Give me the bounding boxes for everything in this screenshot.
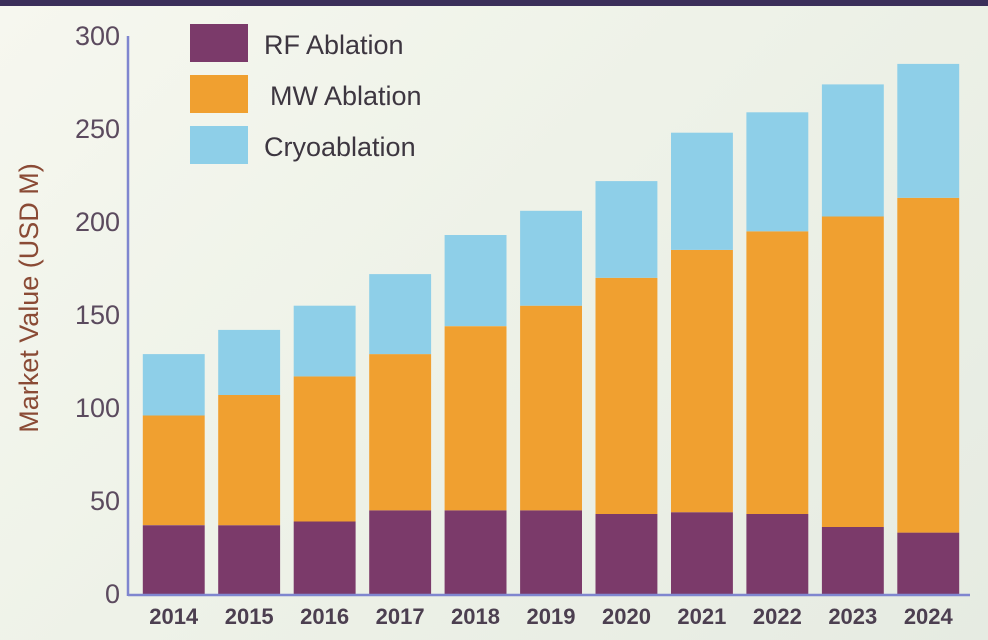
bar-mw-ablation-2014 xyxy=(142,415,205,526)
bar-mw-ablation-2017 xyxy=(369,354,432,511)
bar-mw-ablation-2015 xyxy=(218,395,281,526)
legend-label-cryoablation: Cryoablation xyxy=(264,132,416,162)
bar-cryoablation-2018 xyxy=(444,235,507,327)
bar-rf-ablation-2017 xyxy=(369,510,432,594)
bar-rf-ablation-2019 xyxy=(520,510,582,594)
bar-cryoablation-2023 xyxy=(821,84,884,217)
bar-rf-ablation-2020 xyxy=(595,514,658,594)
bar-rf-ablation-2015 xyxy=(218,525,281,594)
bar-cryoablation-2024 xyxy=(897,63,960,198)
bar-rf-ablation-2018 xyxy=(444,510,507,594)
bar-cryoablation-2017 xyxy=(369,274,432,355)
bar-cryoablation-2016 xyxy=(293,305,356,377)
bar-cryoablation-2022 xyxy=(746,112,809,232)
bar-mw-ablation-2023 xyxy=(821,216,884,527)
y-tick-label-250: 250 xyxy=(75,114,120,144)
legend-swatch-cryoablation xyxy=(190,126,248,164)
x-tick-label-2014: 2014 xyxy=(149,604,199,629)
x-tick-label-2021: 2021 xyxy=(677,604,726,629)
x-tick-label-2020: 2020 xyxy=(602,604,651,629)
y-tick-label-300: 300 xyxy=(75,21,120,51)
chart-screen: Market Value (USD M) 2014 2015 2016 2017 201… xyxy=(0,6,988,640)
y-tick-label-50: 50 xyxy=(90,486,120,516)
legend-label-rf-ablation: RF Ablation xyxy=(264,30,404,60)
legend-swatch-rf-ablation xyxy=(190,24,248,62)
bar-rf-ablation-2023 xyxy=(821,527,884,594)
bar-mw-ablation-2024 xyxy=(897,197,960,533)
bar-rf-ablation-2016 xyxy=(293,521,356,594)
bar-cryoablation-2019 xyxy=(520,210,582,306)
bar-cryoablation-2014 xyxy=(142,354,205,416)
y-tick-label-100: 100 xyxy=(75,393,120,423)
bar-mw-ablation-2022 xyxy=(746,231,809,515)
x-tick-label-2018: 2018 xyxy=(451,604,500,629)
bar-mw-ablation-2018 xyxy=(444,326,507,511)
legend-label-mw-ablation: MW Ablation xyxy=(270,81,422,111)
x-tick-label-2024: 2024 xyxy=(904,604,954,629)
x-tick-label-2017: 2017 xyxy=(376,604,425,629)
bar-rf-ablation-2024 xyxy=(897,532,960,594)
x-tick-label-2016: 2016 xyxy=(300,604,349,629)
y-tick-label-200: 200 xyxy=(75,207,120,237)
y-tick-label-0: 0 xyxy=(105,579,120,609)
bar-rf-ablation-2021 xyxy=(671,512,733,594)
x-tick-label-2015: 2015 xyxy=(225,604,274,629)
bar-mw-ablation-2019 xyxy=(520,305,582,511)
bar-rf-ablation-2014 xyxy=(142,525,205,594)
bar-rf-ablation-2022 xyxy=(746,514,809,594)
bar-cryoablation-2021 xyxy=(671,132,733,250)
y-axis-label: Market Value (USD M) xyxy=(14,163,44,433)
bar-mw-ablation-2020 xyxy=(595,277,658,514)
legend-swatch-mw-ablation xyxy=(190,75,248,113)
y-tick-label-150: 150 xyxy=(75,300,120,330)
bar-cryoablation-2020 xyxy=(595,181,658,278)
stacked-bar-chart: Market Value (USD M) 2014 2015 2016 2017 201… xyxy=(14,21,970,629)
bar-cryoablation-2015 xyxy=(218,329,281,395)
bar-mw-ablation-2021 xyxy=(671,249,733,513)
x-tick-label-2023: 2023 xyxy=(828,604,877,629)
bar-mw-ablation-2016 xyxy=(293,376,356,522)
x-tick-label-2019: 2019 xyxy=(527,604,576,629)
x-tick-label-2022: 2022 xyxy=(753,604,802,629)
